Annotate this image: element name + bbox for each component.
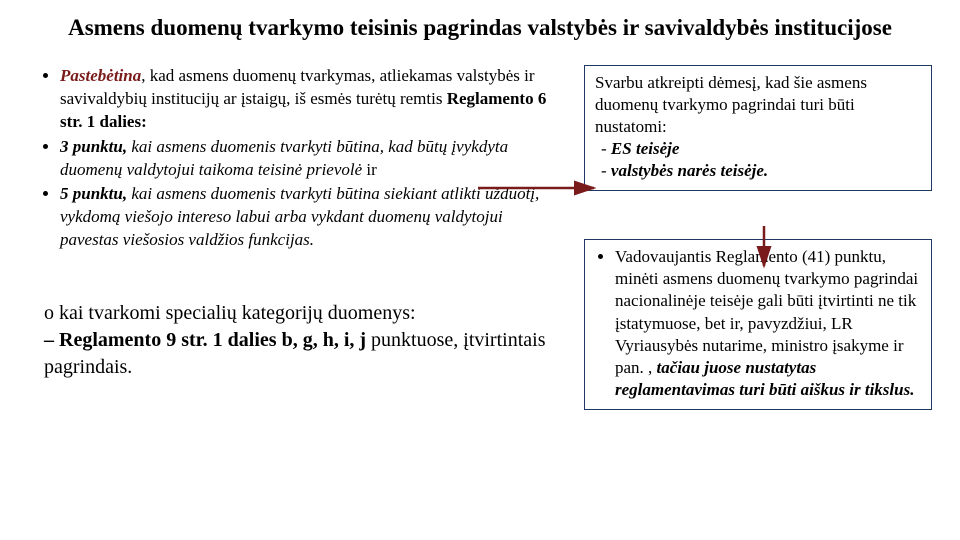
box1-intro: Svarbu atkreipti dėmesį, kad šie asmens … bbox=[595, 72, 921, 138]
box1-item-2: - valstybės narės teisėje. bbox=[595, 160, 921, 182]
bullet-2-rest: kai asmens duomenis tvarkyti būtina, kad… bbox=[60, 137, 508, 179]
box2-bullet: Vadovaujantis Reglamento (41) punktu, mi… bbox=[615, 246, 921, 401]
box-2: Vadovaujantis Reglamento (41) punktu, mi… bbox=[584, 239, 932, 410]
box1-item-2-text: valstybės narės teisėje. bbox=[607, 161, 768, 180]
lower-bold: – Reglamento 9 str. 1 dalies b, g, h, i,… bbox=[44, 329, 371, 351]
box-1: Svarbu atkreipti dėmesį, kad šie asmens … bbox=[584, 65, 932, 191]
bullet-2: 3 punktu, kai asmens duomenis tvarkyti b… bbox=[60, 136, 562, 182]
bullet-2-tail: ir bbox=[362, 160, 377, 179]
content-columns: Pastebėtina, kad asmens duomenų tvarkyma… bbox=[0, 49, 960, 410]
box1-item-1: - ES teisėje bbox=[595, 138, 921, 160]
bullet-3-rest: kai asmens duomenis tvarkyti būtina siek… bbox=[60, 184, 539, 249]
lower-block: o kai tvarkomi specialių kategorijų duom… bbox=[42, 300, 562, 381]
main-bullets: Pastebėtina, kad asmens duomenų tvarkyma… bbox=[42, 65, 562, 253]
bullet-2-lead: 3 punktu, bbox=[60, 137, 127, 156]
bullet-3: 5 punktu, kai asmens duomenis tvarkyti b… bbox=[60, 183, 562, 252]
bullet-3-lead: 5 punktu, bbox=[60, 184, 127, 203]
lower-line1: o kai tvarkomi specialių kategorijų duom… bbox=[44, 302, 416, 324]
box1-item-1-text: ES teisėje bbox=[607, 139, 680, 158]
bullet-1-lead: Pastebėtina bbox=[60, 66, 141, 85]
box1-list: - ES teisėje - valstybės narės teisėje. bbox=[595, 138, 921, 182]
right-column: Svarbu atkreipti dėmesį, kad šie asmens … bbox=[584, 65, 932, 410]
left-column: Pastebėtina, kad asmens duomenų tvarkyma… bbox=[42, 65, 562, 410]
bullet-1: Pastebėtina, kad asmens duomenų tvarkyma… bbox=[60, 65, 562, 134]
box2-text-b: tačiau juose nustatytas reglamentavimas … bbox=[615, 358, 914, 399]
page-title: Asmens duomenų tvarkymo teisinis pagrind… bbox=[0, 0, 960, 49]
